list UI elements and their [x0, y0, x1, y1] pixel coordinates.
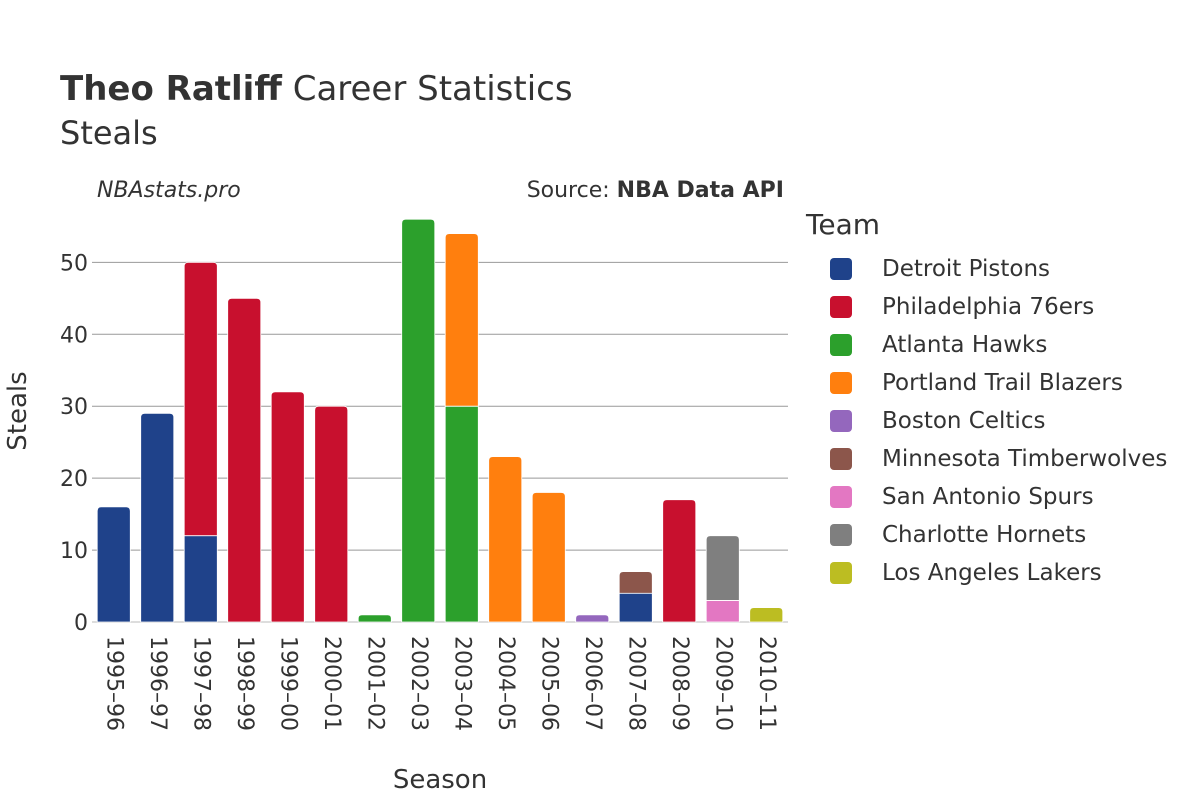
x-tick-label: 2010–11 — [754, 636, 779, 731]
legend-title: Team — [806, 208, 881, 241]
y-tick-label: 40 — [60, 323, 88, 348]
legend-swatch — [830, 334, 852, 356]
x-tick-label: 2006–07 — [580, 636, 605, 731]
x-tick-label: 2008–09 — [667, 636, 692, 731]
x-tick-label: 2001–02 — [362, 636, 387, 731]
x-tick-label: 2004–05 — [493, 636, 518, 731]
y-tick-label: 30 — [60, 395, 88, 420]
chart-title: Theo Ratliff Career Statistics — [60, 68, 573, 110]
bar-segment — [444, 233, 479, 407]
title-rest: Career Statistics — [292, 69, 573, 109]
bar-segment — [401, 218, 436, 623]
x-tick-label: 1998–99 — [232, 636, 257, 731]
bar-segment — [183, 261, 218, 537]
legend-item[interactable]: San Antonio Spurs — [830, 478, 1167, 516]
bars — [96, 218, 784, 623]
legend-item[interactable]: Boston Celtics — [830, 402, 1167, 440]
bar-segment — [183, 535, 218, 623]
x-tick-label: 2000–01 — [319, 636, 344, 731]
bar-segment — [618, 571, 653, 594]
legend: Detroit Pistons Philadelphia 76ers Atlanta… — [830, 250, 1167, 592]
bar-segment — [96, 506, 131, 623]
bar-segment — [531, 492, 566, 623]
x-tick-label: 1996–97 — [145, 636, 170, 731]
legend-swatch — [830, 562, 852, 584]
x-tick-label: 1995–96 — [101, 636, 126, 731]
x-axis-label: Season — [393, 765, 487, 795]
x-tick-label: 2005–06 — [536, 636, 561, 731]
legend-item[interactable]: Atlanta Hawks — [830, 326, 1167, 364]
legend-swatch — [830, 258, 852, 280]
source-credit: Source: NBA Data API — [527, 178, 784, 203]
player-name: Theo Ratliff — [60, 69, 282, 109]
legend-swatch — [830, 524, 852, 546]
legend-swatch — [830, 486, 852, 508]
bar-segment — [314, 405, 349, 623]
bar-segment — [662, 499, 697, 623]
bar-segment — [705, 535, 740, 601]
bar-segment — [575, 614, 610, 623]
chart-subtitle: Steals — [60, 114, 158, 152]
legend-swatch — [830, 372, 852, 394]
bar-segment — [488, 456, 523, 623]
y-tick-label: 50 — [60, 251, 88, 276]
legend-label: Minnesota Timberwolves — [882, 446, 1168, 472]
source-name: NBA Data API — [616, 178, 784, 203]
source-prefix: Source: — [526, 178, 617, 203]
bar-segment — [705, 600, 740, 623]
bar-segment — [444, 405, 479, 623]
x-tick-label: 2002–03 — [406, 636, 431, 731]
x-tick-labels: 1995–96 1996–97 1997–98 1998–99 1999–00 2000–… — [101, 636, 779, 731]
legend-item[interactable]: Philadelphia 76ers — [830, 288, 1167, 326]
x-tick-label: 2003–04 — [449, 636, 474, 731]
legend-label: Boston Celtics — [882, 408, 1046, 434]
x-tick-label: 1999–00 — [275, 636, 300, 731]
x-tick-label: 2007–08 — [623, 636, 648, 731]
legend-label: Charlotte Hornets — [882, 522, 1087, 548]
legend-item[interactable]: Charlotte Hornets — [830, 516, 1167, 554]
legend-swatch — [830, 296, 852, 318]
bar-segment — [749, 607, 784, 623]
legend-label: Detroit Pistons — [882, 256, 1051, 282]
bar-segment — [618, 592, 653, 623]
legend-swatch — [830, 410, 852, 432]
bar-segment — [227, 297, 262, 623]
legend-label: Atlanta Hawks — [882, 332, 1048, 358]
x-tick-label: 1997–98 — [188, 636, 213, 731]
y-tick-label: 20 — [60, 467, 88, 492]
watermark: NBAstats.pro — [97, 178, 241, 203]
bar-segment — [140, 413, 175, 623]
legend-label: Los Angeles Lakers — [882, 560, 1102, 586]
legend-item[interactable]: Los Angeles Lakers — [830, 554, 1167, 592]
legend-item[interactable]: Minnesota Timberwolves — [830, 440, 1167, 478]
y-tick-labels: 0 10 20 30 40 50 — [60, 251, 88, 636]
bar-segment — [357, 614, 392, 623]
legend-label: Philadelphia 76ers — [882, 294, 1095, 320]
legend-item[interactable]: Portland Trail Blazers — [830, 364, 1167, 402]
y-tick-label: 10 — [60, 539, 88, 564]
bar-segment — [270, 391, 305, 623]
y-axis-label: Steals — [3, 371, 33, 450]
legend-label: Portland Trail Blazers — [882, 370, 1123, 396]
y-tick-label: 0 — [74, 611, 88, 636]
legend-item[interactable]: Detroit Pistons — [830, 250, 1167, 288]
legend-label: San Antonio Spurs — [882, 484, 1094, 510]
x-tick-label: 2009–10 — [710, 636, 735, 731]
legend-swatch — [830, 448, 852, 470]
